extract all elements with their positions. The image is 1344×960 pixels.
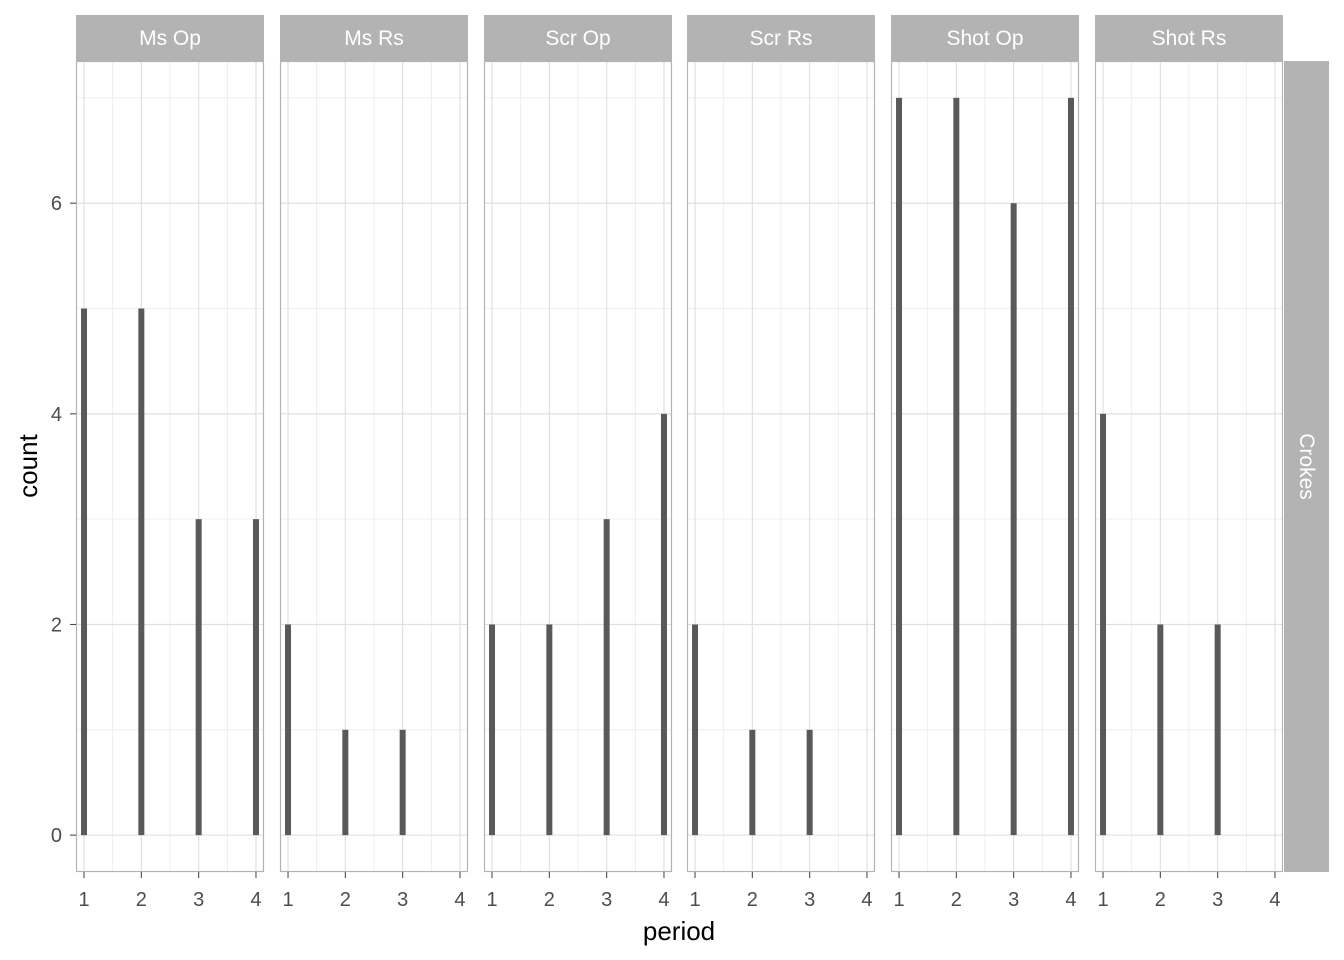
facet-strip	[76, 15, 264, 61]
y-axis-title: count	[13, 433, 43, 497]
y-axis: 0 2 4 6	[51, 193, 76, 847]
facet-strip-label: Scr Op	[545, 27, 610, 50]
bar	[81, 308, 88, 836]
x-tick-label: 1	[486, 889, 497, 911]
x-axis-title: period	[643, 916, 715, 946]
x-tick-label: 2	[340, 889, 351, 911]
x-tick-label: 2	[544, 889, 555, 911]
bar	[749, 729, 756, 836]
bar	[399, 729, 406, 836]
bar	[1214, 624, 1221, 836]
x-tick-label: 1	[1097, 889, 1108, 911]
bar	[1100, 413, 1107, 836]
x-tick-label: 4	[1065, 889, 1076, 911]
panel-border	[279, 60, 469, 873]
bar	[1157, 624, 1164, 836]
bar	[252, 519, 259, 836]
bar	[953, 97, 960, 836]
x-tick-label: 4	[454, 889, 465, 911]
x-tick-label: 4	[1269, 889, 1280, 911]
panel-border	[686, 60, 876, 873]
panel-shot-op: Shot Op 1 2 3 4	[890, 15, 1080, 911]
bar	[896, 97, 903, 836]
facet-strip	[891, 15, 1079, 61]
y-tick-label: 4	[51, 404, 62, 426]
facet-strip-label: Ms Op	[139, 27, 201, 50]
panel-border	[890, 60, 1080, 873]
panel-scr-op: Scr Op 1 2 3 4	[483, 15, 673, 911]
x-tick-label: 1	[893, 889, 904, 911]
bar	[603, 519, 610, 836]
panel-scr-rs: Scr Rs 1 2 3 4	[686, 15, 876, 911]
facet-strip	[280, 15, 468, 61]
panel-border	[75, 60, 265, 873]
row-strip-background	[1284, 61, 1329, 872]
panel-border	[1094, 60, 1284, 873]
facet-strip	[484, 15, 672, 61]
facet-strip-label: Shot Rs	[1152, 27, 1227, 50]
panel-shot-rs: Shot Rs 1 2 3 4	[1094, 15, 1284, 911]
x-tick-label: 4	[250, 889, 261, 911]
facet-strip	[1095, 15, 1283, 61]
x-tick-label: 2	[1155, 889, 1166, 911]
panel-ms-op: Ms Op 1 2 3 4	[75, 15, 265, 911]
y-tick-label: 6	[51, 193, 62, 215]
x-tick-label: 4	[861, 889, 872, 911]
bar	[692, 624, 699, 836]
x-tick-label: 2	[951, 889, 962, 911]
x-tick-label: 1	[78, 889, 89, 911]
bar	[195, 519, 202, 836]
x-tick-label: 3	[397, 889, 408, 911]
facet-strip-label: Scr Rs	[750, 27, 813, 50]
bar	[285, 624, 292, 836]
bar	[546, 624, 553, 836]
x-tick-label: 1	[282, 889, 293, 911]
row-strip-label: Crokes	[1295, 433, 1318, 500]
facet-strip-label: Ms Rs	[344, 27, 404, 50]
bar	[1010, 203, 1017, 836]
y-tick-label: 2	[51, 614, 62, 636]
bar	[489, 624, 496, 836]
bar	[660, 413, 667, 836]
bar	[1067, 97, 1074, 836]
facet-strip-label: Shot Op	[946, 27, 1023, 50]
x-tick-label: 3	[193, 889, 204, 911]
row-strip: Crokes	[1284, 61, 1329, 872]
panel-ms-rs: Ms Rs 1 2 3 4	[279, 15, 469, 911]
x-tick-label: 3	[1212, 889, 1223, 911]
facet-strip	[687, 15, 875, 61]
bar	[138, 308, 145, 836]
panel-border	[483, 60, 673, 873]
y-tick-label: 0	[51, 825, 62, 847]
x-tick-label: 4	[658, 889, 669, 911]
x-tick-label: 2	[136, 889, 147, 911]
x-tick-label: 2	[747, 889, 758, 911]
bar	[806, 729, 813, 836]
x-tick-label: 3	[804, 889, 815, 911]
x-tick-label: 1	[689, 889, 700, 911]
x-tick-label: 3	[1008, 889, 1019, 911]
x-tick-label: 3	[601, 889, 612, 911]
bar	[342, 729, 349, 836]
